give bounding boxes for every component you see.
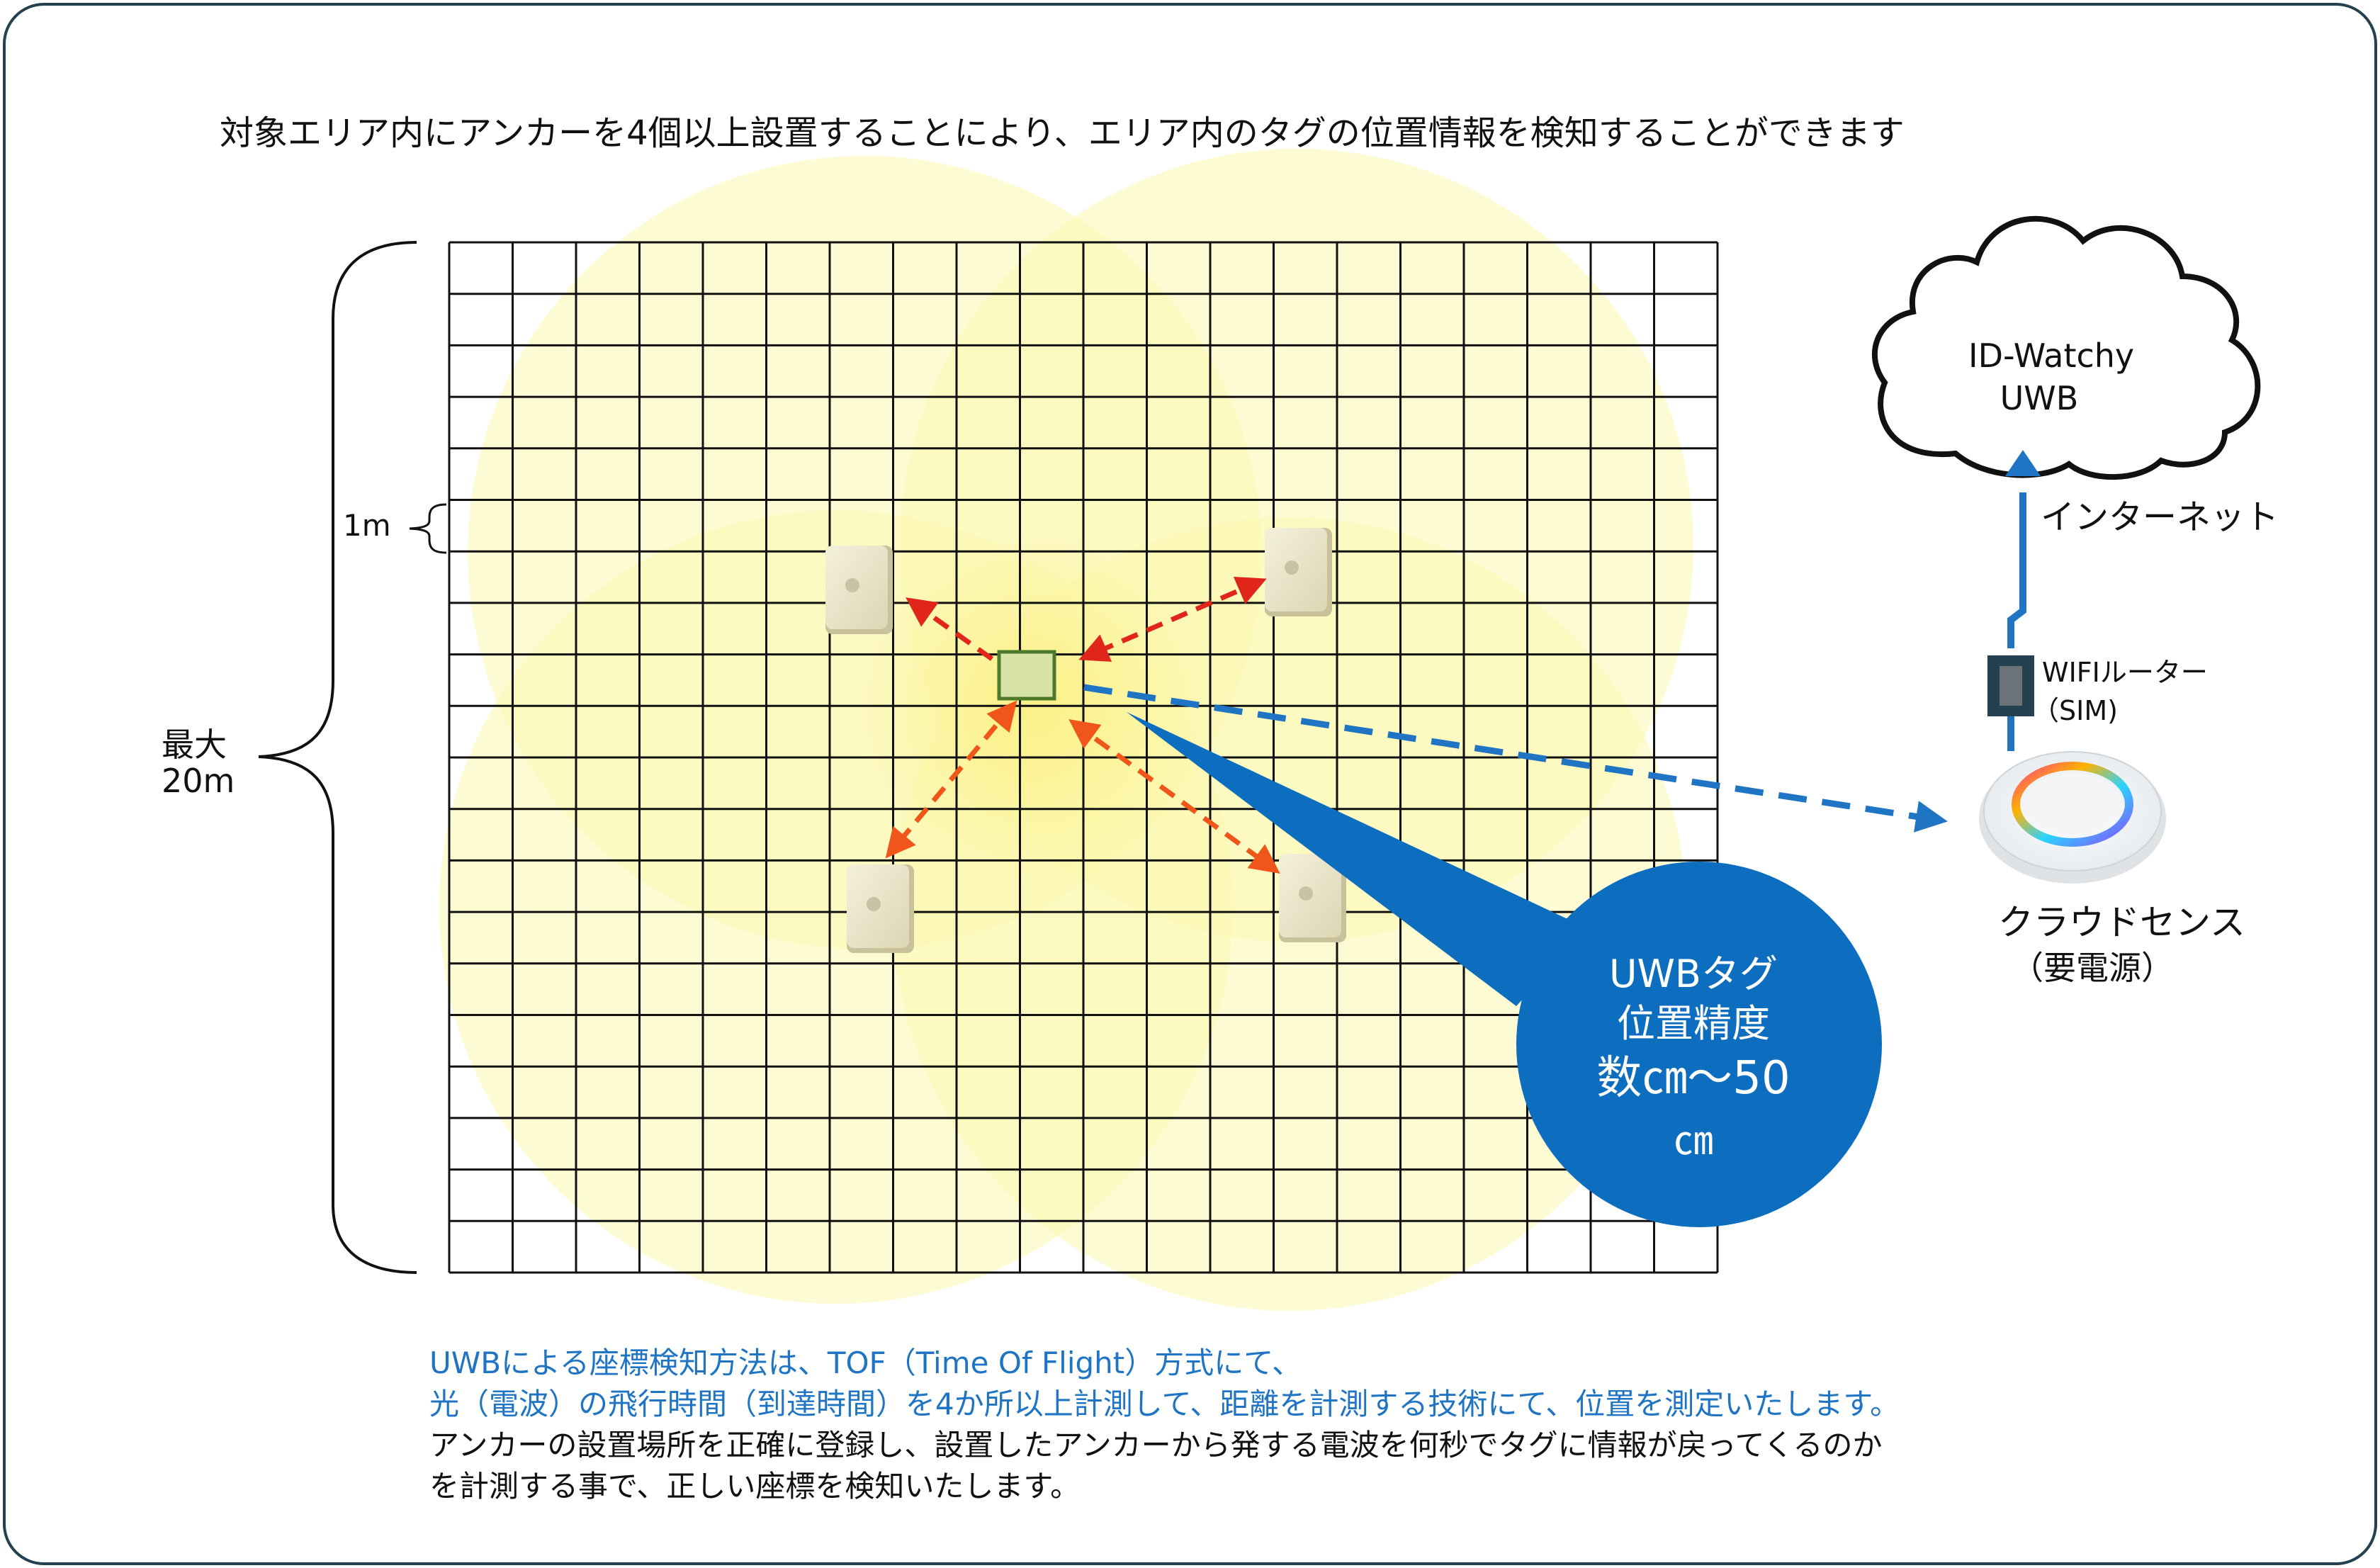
tag-icon: [997, 650, 1056, 701]
dimension-brace-1m: [409, 503, 447, 554]
internet-uplink: [2007, 492, 2026, 751]
bubble-unit: ㎝: [1674, 1118, 1713, 1164]
router-label: WIFIルーター: [2042, 657, 2208, 688]
bubble-subtitle: 位置精度: [1617, 1001, 1770, 1046]
description-line-2: 光（電波）の飛行時間（到達時間）を4か所以上計測して、距離を計測する技術にて、位…: [429, 1387, 1900, 1421]
internet-arrow-head: [2005, 450, 2041, 476]
arrow-anchor-top-right-to-tag: [1078, 577, 1267, 662]
arrow-tag-to-anchor-bottom-left: [885, 700, 1017, 859]
dimension-max-label: 最大: [162, 726, 227, 764]
bubble-title: UWBタグ: [1609, 952, 1778, 996]
arrow-tag-to-anchor-top-left: [906, 597, 994, 661]
description-line-3: アンカーの設置場所を正確に登録し、設置したアンカーから発する電波を何秒でタグに情…: [429, 1428, 1883, 1462]
bubble-value: 数㎝～50: [1596, 1052, 1790, 1105]
sensor-label: クラウドセンス: [1998, 902, 2245, 943]
cloud-label-type: UWB: [2000, 379, 2079, 417]
accuracy-bubble: [1127, 712, 1882, 1227]
coverage-areas: [439, 149, 1693, 1311]
router-sim-label: （SIM): [2032, 695, 2118, 726]
anchor-device-icon: [1279, 854, 1346, 942]
tof-arrows: [885, 577, 1280, 874]
anchor-device-icon: [1265, 528, 1332, 616]
cloud-sense-sensor-icon: [1979, 751, 2166, 884]
cloud-icon: [1871, 215, 2261, 480]
anchor-device-icon: [847, 864, 914, 953]
sensor-power-label: （要電源）: [2011, 949, 2174, 987]
dimension-cell-label: 1m: [343, 508, 391, 543]
cloud-label-name: ID-Watchy: [1968, 337, 2135, 375]
internet-label: インターネット: [2041, 497, 2279, 537]
diagram-heading: 対象エリア内にアンカーを4個以上設置することにより、エリア内のタグの位置情報を検…: [220, 113, 1905, 153]
tag-glow: [857, 531, 1212, 886]
dimension-max-value: 20m: [162, 762, 235, 800]
dimension-brace-20m: [258, 241, 417, 1274]
tag-to-sensor-link: [1083, 684, 1948, 833]
arrow-tag-to-anchor-bottom-right: [1068, 719, 1280, 874]
anchor-device-icon: [825, 546, 893, 634]
router-icon: [1987, 655, 2034, 716]
description-line-4: を計測する事で、正しい座標を検知いたします。: [429, 1469, 1081, 1504]
description-line-1: UWBによる座標検知方法は、TOF（Time Of Flight）方式にて、: [429, 1346, 1302, 1380]
